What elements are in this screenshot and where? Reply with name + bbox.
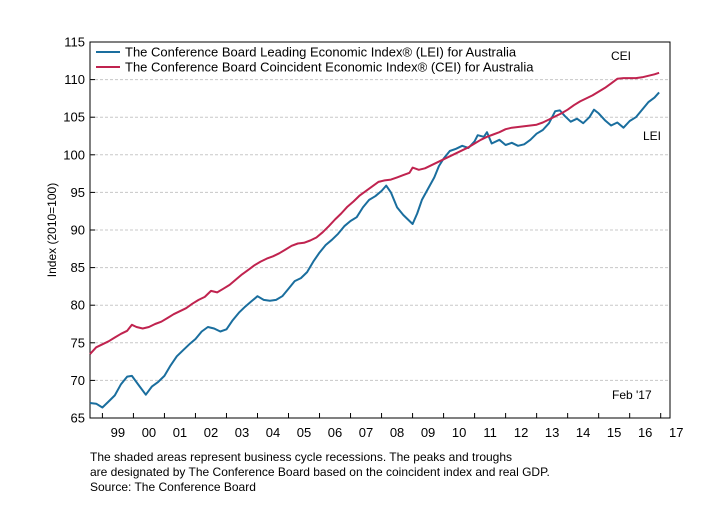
x-tick-label: 07 — [359, 425, 373, 440]
y-tick-label: 70 — [71, 373, 85, 388]
legend-item-cei: The Conference Board Coincident Economic… — [125, 60, 534, 75]
x-tick-label: 01 — [173, 425, 187, 440]
x-tick-label: 03 — [235, 425, 249, 440]
x-tick-label: 12 — [514, 425, 528, 440]
x-tick-label: 16 — [638, 425, 652, 440]
x-tick-label: 02 — [204, 425, 218, 440]
lei-annotation: LEI — [643, 129, 661, 143]
x-tick-label: 06 — [328, 425, 342, 440]
y-tick-label: 85 — [71, 260, 85, 275]
x-tick-label: 10 — [452, 425, 466, 440]
x-tick-label: 04 — [266, 425, 280, 440]
grid-lines — [90, 79, 670, 381]
y-axis-label: Index (2010=100) — [45, 183, 59, 277]
x-tick-label: 11 — [483, 425, 497, 440]
x-tick-label: 09 — [421, 425, 435, 440]
x-tick-label: 15 — [607, 425, 621, 440]
lei-series-line — [89, 91, 660, 409]
footnote-line-2: are designated by The Conference Board b… — [90, 465, 550, 479]
y-tick-label: 110 — [64, 72, 85, 87]
y-tick-label: 100 — [63, 147, 85, 162]
y-tick-label: 65 — [71, 411, 85, 426]
x-tick-label: 99 — [111, 425, 125, 440]
legend: The Conference Board Leading Economic In… — [96, 45, 534, 75]
footnote-line-1: The shaded areas represent business cycl… — [90, 450, 513, 464]
line-chart: 65 70 75 80 85 90 95 100 105 110 115 99 00 01 02 03 04 0… — [45, 35, 683, 441]
y-tick-label: 105 — [63, 110, 85, 125]
y-tick-label: 90 — [71, 223, 85, 238]
x-tick-label: 13 — [545, 425, 559, 440]
footnote-source: Source: The Conference Board — [90, 480, 256, 494]
y-tick-label: 75 — [71, 335, 85, 350]
series-lines — [89, 71, 660, 409]
cei-series-line — [89, 71, 660, 355]
footnote: The shaded areas represent business cycl… — [90, 450, 550, 495]
y-tick-label: 95 — [71, 185, 85, 200]
y-tick-label: 115 — [64, 35, 85, 50]
date-annotation: Feb '17 — [612, 388, 652, 402]
x-tick-label: 08 — [390, 425, 404, 440]
y-tick-label: 80 — [71, 298, 85, 313]
x-tick-label: 17 — [669, 425, 683, 440]
x-axis-ticks: 99 00 01 02 03 04 05 06 07 08 09 10 11 12 13 14 15 16 17 — [101, 413, 683, 440]
x-tick-label: 00 — [142, 425, 156, 440]
legend-item-lei: The Conference Board Leading Economic In… — [125, 45, 517, 60]
x-tick-label: 14 — [576, 425, 590, 440]
cei-annotation: CEI — [611, 49, 631, 63]
x-tick-label: 05 — [297, 425, 311, 440]
y-axis-ticks: 65 70 75 80 85 90 95 100 105 110 115 — [63, 35, 95, 426]
